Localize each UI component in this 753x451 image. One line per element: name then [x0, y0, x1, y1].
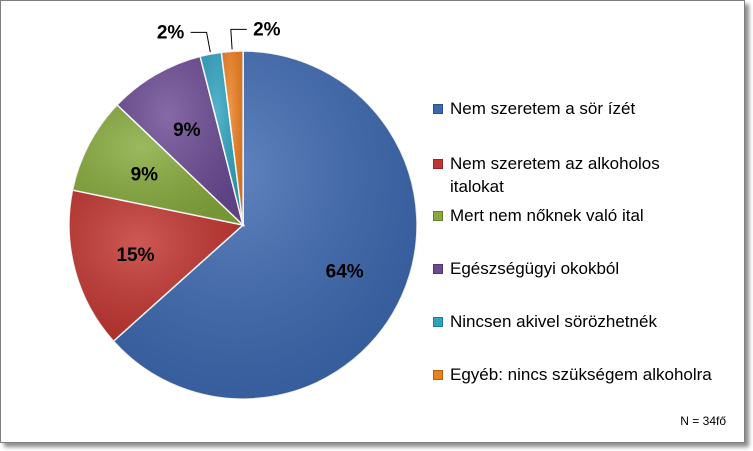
- data-label-4: 9%: [173, 120, 201, 141]
- legend-label-4: Egészségügyi okokból: [450, 259, 620, 278]
- pie-slice-shading-1: [113, 51, 417, 399]
- legend-label-1: Nem szeretem a sör ízét: [450, 99, 636, 118]
- pie-slice-shading-4: [117, 56, 243, 225]
- legend-item-1: Nem szeretem a sör ízét: [433, 97, 740, 120]
- leader-line-6: [230, 28, 247, 50]
- legend-label-2: Nem szeretem az alkoholos italokat: [450, 154, 660, 196]
- legend-swatch-2: [433, 159, 443, 169]
- chart-frame: 64% 15% 9% 9% 2% 2% Nem szeretem a sör ízét Ne…: [0, 0, 745, 443]
- legend-swatch-6: [433, 370, 443, 380]
- legend-label-5: Nincsen akivel sörözhetnék: [450, 312, 657, 331]
- sample-size-note: N = 34fő: [680, 414, 726, 428]
- legend-swatch-4: [433, 264, 443, 274]
- legend-item-6: Egyéb: nincs szükségem alkoholra: [433, 363, 740, 386]
- legend-label-3: Mert nem nőknek való ital: [450, 206, 644, 225]
- legend-item-5: Nincsen akivel sörözhetnék: [433, 310, 740, 333]
- data-label-1: 64%: [326, 261, 364, 282]
- legend-item-2: Nem szeretem az alkoholos italokat: [433, 152, 690, 198]
- pie-slice-shading-5: [200, 52, 243, 225]
- data-label-5: 2%: [157, 22, 185, 43]
- legend-item-4: Egészségügyi okokból: [433, 257, 740, 280]
- legend-item-3: Mert nem nőknek való ital: [433, 204, 740, 227]
- legend-swatch-5: [433, 317, 443, 327]
- leader-line-5: [190, 31, 211, 53]
- pie-chart: 64% 15% 9% 9% 2% 2%: [68, 19, 418, 400]
- legend-swatch-1: [433, 104, 443, 114]
- legend-swatch-3: [433, 211, 443, 221]
- data-label-3: 9%: [131, 164, 159, 185]
- pie-slice-shading-6: [221, 51, 243, 225]
- pie-slice-shading-2: [68, 190, 243, 342]
- data-label-2: 15%: [116, 245, 154, 266]
- legend-label-6: Egyéb: nincs szükségem alkoholra: [450, 365, 712, 384]
- pie-slice-shading-3: [72, 104, 243, 225]
- data-label-6: 2%: [253, 19, 281, 40]
